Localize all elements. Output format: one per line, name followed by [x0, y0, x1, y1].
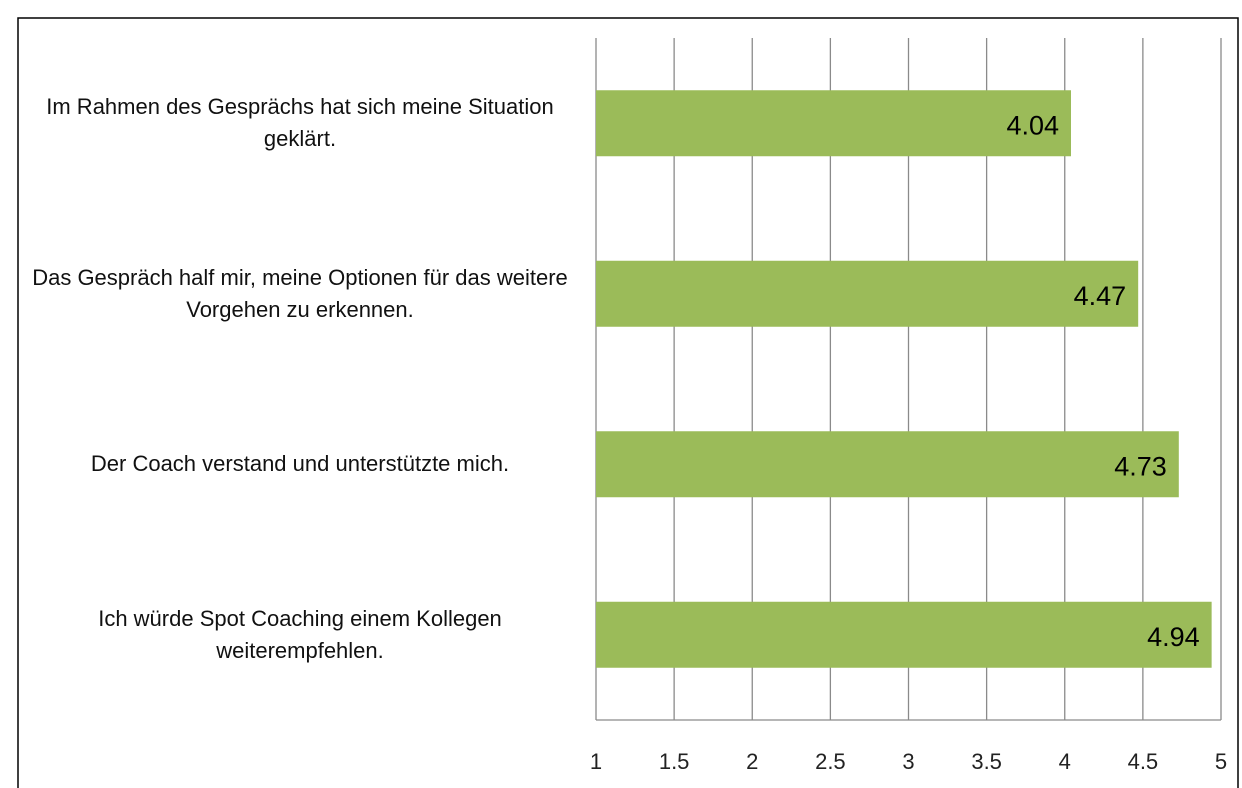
x-tick-label: 5	[1215, 749, 1227, 774]
x-tick-label: 1	[590, 749, 602, 774]
x-tick-label: 2.5	[815, 749, 846, 774]
value-label: 4.47	[1074, 281, 1127, 311]
y-tick-label: Ich würde Spot Coaching einem Kollegen w…	[98, 605, 502, 663]
y-tick-label: Das Gespräch half mir, meine Optionen fü…	[32, 264, 568, 322]
y-tick-label: Der Coach verstand und unterstützte mich…	[90, 451, 510, 477]
x-tick-label: 3	[902, 749, 914, 774]
bar	[596, 431, 1179, 498]
bar	[596, 601, 1212, 668]
value-label: 4.04	[1006, 110, 1059, 140]
x-tick-label: 2	[746, 749, 758, 774]
x-tick-label: 3.5	[971, 749, 1002, 774]
frame	[17, 17, 1239, 788]
x-tick-label: 4	[1059, 749, 1071, 774]
bar	[596, 90, 1071, 157]
y-tick-label: Im Rahmen des Gesprächs hat sich meine S…	[46, 94, 554, 152]
x-tick-label: 1.5	[659, 749, 690, 774]
value-label: 4.73	[1114, 451, 1167, 481]
x-tick-label: 4.5	[1128, 749, 1159, 774]
value-label: 4.94	[1147, 622, 1200, 652]
bar	[596, 260, 1139, 327]
